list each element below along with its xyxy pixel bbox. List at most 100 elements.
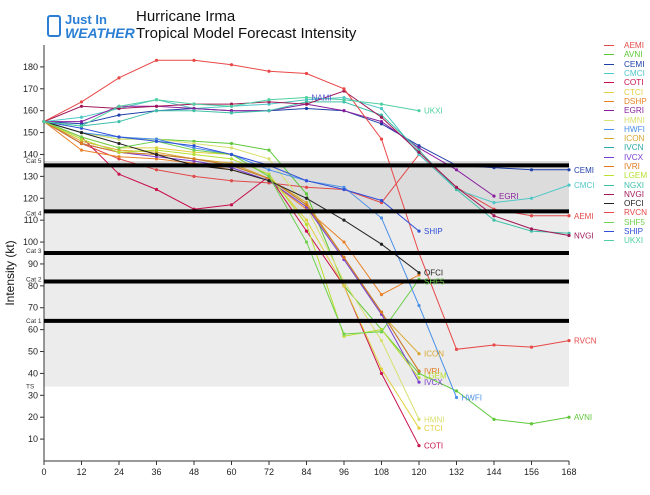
point-nvgi [154,104,159,108]
point-dshp [379,293,384,297]
x-tick-label: 24 [114,467,124,477]
category-label: Cat 5 [26,158,42,165]
series-line-hwfi [43,121,457,398]
point-cemi [79,122,84,126]
legend-item: EGRI [604,106,647,115]
x-tick-label: 132 [449,467,464,477]
point-avni [529,422,534,426]
legend-label: DSHP [624,96,647,106]
y-tick-label: 120 [23,193,38,203]
point-ngxi [567,231,571,235]
point-ctci [192,150,196,154]
point-hwfi [379,216,384,220]
point-ukxi [229,104,234,108]
point-cemi [417,144,421,148]
series-end-label: SHF5 [424,277,445,286]
series-end-label: LGEM [424,372,447,381]
point-rvcn [154,58,159,62]
point-cmci [79,115,84,119]
category-label: TS [26,384,35,391]
point-hwfi [154,137,159,141]
point-ctci [379,367,384,371]
point-icon [117,148,121,152]
point-cmci [567,183,571,187]
point-nvgi [454,185,459,189]
point-ukxi [192,102,196,106]
point-coti [304,229,309,233]
legend-item: SHF5 [604,218,647,227]
point-ngxi [154,109,159,113]
point-hmni [192,141,196,146]
point-ship [79,126,84,130]
point-ivri [417,369,421,373]
point-nvgi [304,102,309,106]
point-cmci [379,106,384,111]
series-end-label: COTI [424,442,443,451]
legend-label: RVCN [624,208,648,218]
category-label: Cat 1 [26,318,42,325]
point-ctci [342,284,346,288]
point-aemi [379,201,384,205]
series-end-label: SHIP [424,227,443,236]
point-ngxi [379,113,384,117]
series-end-label: OFCI [424,269,443,278]
point-nvgi [229,102,234,106]
legend-item: ICON [604,134,647,143]
legend-swatch [604,184,614,186]
legend-item: CEMI [604,60,647,69]
point-ship [192,144,196,148]
point-hmni [267,157,271,161]
point-ofci [267,179,271,183]
series-end-label: CTCI [424,424,443,433]
point-egri [79,120,84,124]
point-avni [492,417,496,421]
legend-swatch [604,45,614,47]
point-aemi [154,168,159,172]
x-tick-label: 156 [524,467,539,477]
point-nvgi [529,227,534,231]
point-ofci [154,152,159,157]
x-tick-label: 48 [189,467,199,477]
point-ship [342,187,346,192]
point-shf5 [304,240,309,244]
point-cmci [342,95,346,100]
legend-label: IVRI [624,162,640,171]
point-egri [192,106,196,111]
point-coti [379,371,384,376]
point-cemi [567,168,571,172]
point-ivcx [417,380,421,384]
point-ofci [117,141,121,146]
point-coti [117,172,121,176]
legend-item: CTCI [604,87,647,97]
logo-line2: WEATHER [65,25,135,41]
point-ship [229,152,234,157]
legend-label: SHF5 [624,217,645,227]
legend-label: CMCI [624,69,645,79]
point-hwfi [342,185,346,189]
point-dshp [417,273,421,277]
legend-item: NGXI [604,180,647,190]
y-tick-label: 100 [23,237,38,247]
point-lgem [79,137,84,141]
point-coti [229,203,234,207]
legend-label: AVNI [624,50,643,60]
point-aemi [267,181,271,185]
legend-label: SHIP [624,227,644,237]
legend-label: CEMI [624,59,645,69]
legend-label: CTCI [624,87,644,97]
point-nvgi [117,106,121,111]
legend-item: LGEM [604,171,647,180]
series-end-label: IVCX [424,378,443,387]
point-shf5 [267,174,271,178]
point-cemi [379,122,384,126]
legend-label: IVCN [624,143,644,153]
point-nvgi [267,100,271,104]
legend-item: CMCI [604,69,647,78]
point-rvcn [304,71,309,76]
point-aemi [192,174,196,178]
point-hmni [417,417,421,421]
y-tick-label: 180 [23,62,38,72]
legend-item: DSHP [604,97,647,106]
point-nvgi [79,104,84,108]
